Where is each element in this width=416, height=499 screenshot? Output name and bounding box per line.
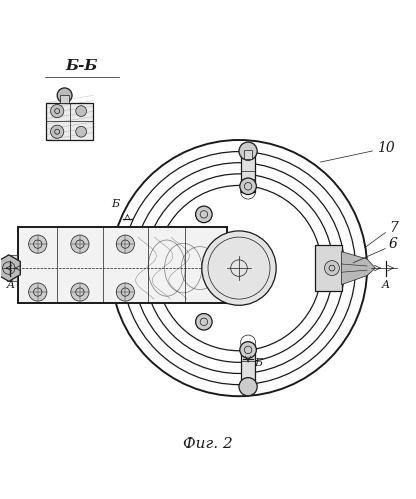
Circle shape bbox=[196, 206, 212, 223]
Text: Б-Б: Б-Б bbox=[66, 58, 98, 73]
Bar bbox=[18, 227, 227, 303]
Circle shape bbox=[240, 342, 256, 358]
Circle shape bbox=[239, 378, 257, 396]
Circle shape bbox=[76, 106, 87, 116]
Polygon shape bbox=[0, 255, 20, 281]
Circle shape bbox=[116, 283, 134, 301]
Text: 7: 7 bbox=[389, 221, 398, 235]
Bar bbox=[46, 103, 93, 140]
Bar bbox=[241, 344, 255, 382]
Circle shape bbox=[29, 283, 47, 301]
Circle shape bbox=[76, 126, 87, 137]
Bar bbox=[7, 255, 17, 281]
Circle shape bbox=[240, 178, 256, 195]
Circle shape bbox=[51, 104, 64, 118]
Circle shape bbox=[57, 88, 72, 103]
Circle shape bbox=[51, 125, 64, 138]
Circle shape bbox=[71, 235, 89, 253]
Bar bbox=[244, 150, 252, 159]
Circle shape bbox=[202, 231, 276, 305]
Bar bbox=[60, 95, 69, 103]
Circle shape bbox=[29, 235, 47, 253]
Text: 6: 6 bbox=[389, 237, 398, 251]
Text: A: A bbox=[7, 280, 15, 290]
Text: 10: 10 bbox=[377, 141, 395, 155]
Text: Б: Б bbox=[111, 200, 119, 210]
Text: Фиг. 2: Фиг. 2 bbox=[183, 437, 233, 451]
Bar bbox=[241, 155, 255, 192]
Text: Б: Б bbox=[254, 358, 262, 368]
Circle shape bbox=[324, 260, 339, 275]
Circle shape bbox=[239, 142, 257, 160]
Circle shape bbox=[71, 283, 89, 301]
Circle shape bbox=[196, 313, 212, 330]
Polygon shape bbox=[342, 251, 375, 284]
Text: A: A bbox=[382, 280, 390, 290]
Bar bbox=[315, 246, 342, 291]
Circle shape bbox=[116, 235, 134, 253]
